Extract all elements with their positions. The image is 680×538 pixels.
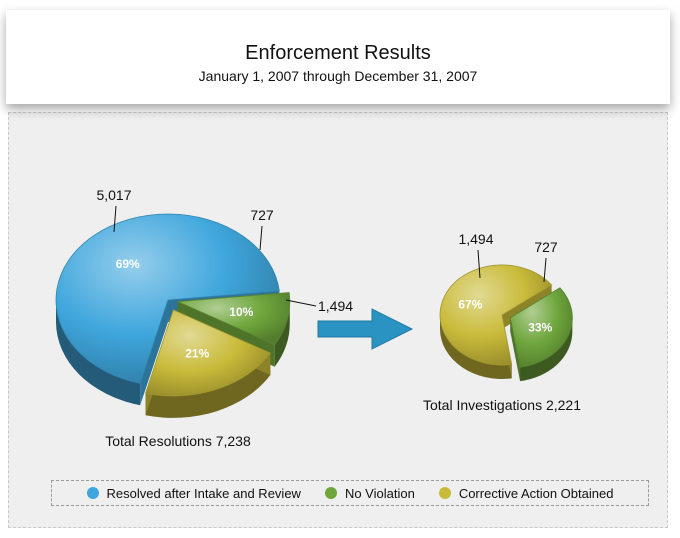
- chart-subtitle: January 1, 2007 through December 31, 200…: [198, 68, 478, 84]
- legend-dot-no-violation: [324, 487, 337, 499]
- legend-item-no-violation: No Violation: [324, 485, 415, 501]
- legend-label-no-violation: No Violation: [344, 485, 415, 501]
- resolutions-pie: 69% 10% 21%: [55, 213, 291, 418]
- callout-line: [113, 205, 117, 233]
- slice-percent-label: 33%: [528, 321, 552, 335]
- callout-line: [543, 257, 547, 283]
- slice-percent-label: 69%: [116, 257, 140, 271]
- investigations-pie: 67% 33%: [439, 264, 573, 382]
- pie-slice-no-violation: [509, 287, 573, 368]
- chart-title: Enforcement Results: [245, 42, 431, 64]
- slice-value-label: 5,017: [96, 187, 131, 203]
- legend-dot-resolved: [86, 487, 99, 499]
- chart-labels: 5,017 727 1,494 Total Resolutions 7,238 1,49…: [96, 187, 581, 449]
- legend-label-corrective: Corrective Action Obtained: [458, 485, 614, 501]
- pie-total-label: Total Investigations 2,221: [423, 397, 581, 413]
- pie-slice-corrective-action-obtained: [439, 264, 553, 366]
- callout-line: [259, 225, 263, 251]
- pie-side-no-violation: [274, 301, 290, 367]
- legend-dot-corrective: [438, 487, 451, 499]
- slice-percent-label: 21%: [185, 347, 209, 361]
- pie-side-resolved-after-intake-and-review: [56, 300, 141, 406]
- legend: Resolved after Intake and Review No Viol…: [51, 480, 649, 506]
- callout-line: [285, 299, 317, 307]
- slice-percent-label: 10%: [229, 305, 253, 319]
- pie-side-no-violation: [520, 317, 573, 382]
- slice-value-label: 1,494: [458, 231, 493, 247]
- legend-label-resolved: Resolved after Intake and Review: [106, 485, 301, 501]
- slice-value-label: 727: [534, 239, 558, 255]
- flow-arrow-icon: [317, 308, 414, 350]
- pie-slice-corrective-action-obtained: [145, 309, 271, 397]
- legend-item-resolved: Resolved after Intake and Review: [86, 485, 301, 501]
- pie-cut-resolved-after-intake-and-review: [140, 300, 168, 406]
- slice-value-label: 1,494: [318, 298, 353, 314]
- pie-slice-resolved-after-intake-and-review: [55, 213, 280, 384]
- pie-cut-no-violation: [510, 317, 521, 382]
- pie-side-corrective-action-obtained: [145, 353, 271, 418]
- pie-slice-no-violation: [177, 292, 291, 346]
- chart-header: Enforcement Results January 1, 2007 thro…: [6, 10, 670, 104]
- pie-side-corrective-action-obtained: [440, 315, 512, 379]
- callout-line: [477, 249, 481, 279]
- legend-item-corrective: Corrective Action Obtained: [438, 485, 614, 501]
- slice-value-label: 727: [250, 207, 274, 223]
- pie-total-label: Total Resolutions 7,238: [105, 433, 251, 449]
- slice-percent-label: 67%: [458, 298, 482, 312]
